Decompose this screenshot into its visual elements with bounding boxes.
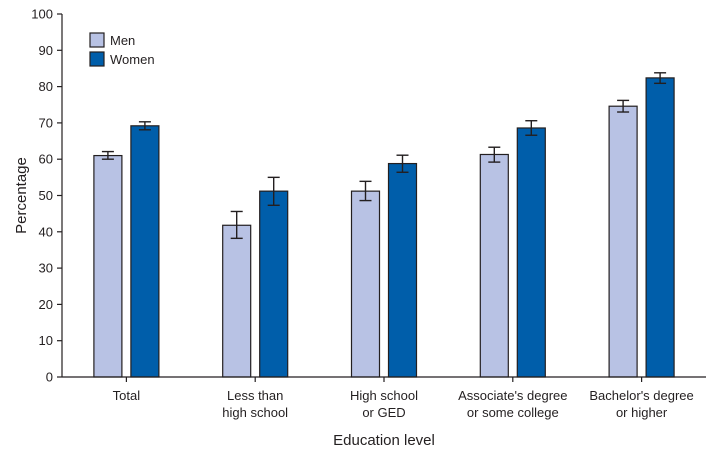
x-tick-label: Total <box>113 388 141 403</box>
x-axis-title: Education level <box>333 432 435 449</box>
x-tick-label: High school <box>350 388 418 403</box>
legend-label-women: Women <box>110 52 155 67</box>
y-tick-label: 40 <box>39 224 53 239</box>
x-tick-label: or some college <box>467 405 559 420</box>
legend-label-men: Men <box>110 33 135 48</box>
x-tick-label: high school <box>222 405 288 420</box>
x-tick-label: or GED <box>362 405 405 420</box>
bar-women <box>130 125 160 378</box>
bar-men <box>93 154 123 378</box>
y-tick-label: 30 <box>39 261 53 276</box>
legend: Men Women <box>89 32 155 67</box>
bar-men <box>350 190 381 378</box>
bar-women <box>387 162 418 378</box>
legend-swatch-men <box>89 32 105 48</box>
y-tick-label: 100 <box>31 7 53 22</box>
y-tick-label: 60 <box>39 152 53 167</box>
y-tick-label: 0 <box>46 370 53 385</box>
y-tick-label: 90 <box>39 43 53 58</box>
bar-men <box>479 153 509 378</box>
y-tick-label: 20 <box>39 297 53 312</box>
bar-men <box>222 224 252 378</box>
x-tick-label: or higher <box>616 405 668 420</box>
y-tick-label: 10 <box>39 333 53 348</box>
y-axis-ticks: 0 10 20 30 40 50 60 70 80 90 100 <box>31 7 62 385</box>
x-tick-label: Less than <box>227 388 283 403</box>
y-tick-label: 70 <box>39 115 53 130</box>
x-axis-ticks: Total Less than high school High school or G… <box>113 377 694 420</box>
bar-men <box>608 105 638 378</box>
x-tick-label: Associate's degree <box>458 388 567 403</box>
bar-women <box>259 190 289 378</box>
bar-women <box>645 77 675 378</box>
y-tick-label: 50 <box>39 188 53 203</box>
y-tick-label: 80 <box>39 79 53 94</box>
x-tick-label: Bachelor's degree <box>589 388 693 403</box>
bar-women <box>516 127 546 378</box>
y-axis-title: Percentage <box>13 157 30 234</box>
chart-marks <box>93 72 675 378</box>
legend-swatch-women <box>89 51 105 67</box>
